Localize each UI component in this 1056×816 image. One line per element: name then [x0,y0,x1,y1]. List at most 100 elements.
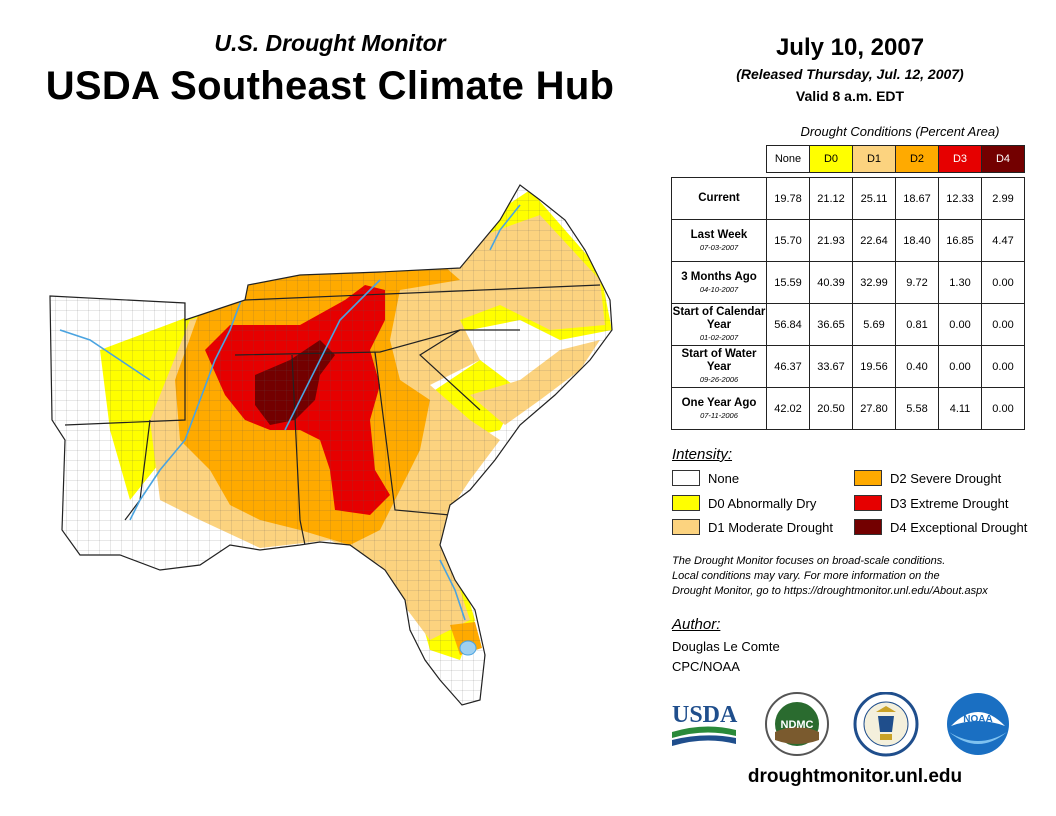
legend-label: D1 Moderate Drought [708,519,834,535]
legend-item-d4: D4 Exceptional Drought [854,519,1027,535]
legend-title: Intensity: [672,446,733,463]
usda-logo: USDA [672,702,738,746]
cell: 22.64 [852,219,896,262]
cell: 0.40 [895,345,939,388]
cell: 33.67 [809,345,853,388]
table-header-row: None D0 D1 D2 D3 D4 [672,145,1025,173]
cell: 15.70 [766,219,810,262]
svg-text:NOAA: NOAA [963,714,992,725]
table-corner [672,146,767,173]
legend-item-d2: D2 Severe Drought [854,470,1001,486]
cell: 0.00 [938,345,982,388]
legend-label: D0 Abnormally Dry [708,495,817,511]
cell: 18.67 [895,177,939,220]
ndmc-logo: NDMC [765,692,829,756]
noaa-logo: NOAA [947,693,1009,755]
col-none: None [766,145,810,173]
author-title: Author: [672,616,721,633]
cell: 19.78 [766,177,810,220]
cell: 16.85 [938,219,982,262]
author-name: Douglas Le Comte [672,639,780,654]
cell: 21.12 [809,177,853,220]
table-row: One Year Ago 07-11-2006 42.02 20.50 27.80… [671,387,1025,430]
cell: 0.00 [938,303,982,346]
cell: 19.56 [852,345,896,388]
cell: 0.00 [981,261,1025,304]
author-org: CPC/NOAA [672,659,740,674]
map-title: USDA Southeast Climate Hub [45,64,615,108]
rivers [59,204,521,621]
cell: 0.00 [981,303,1025,346]
col-d1: D1 [852,145,896,173]
cell: 2.99 [981,177,1025,220]
cell: 5.58 [895,387,939,430]
cell: 40.39 [809,261,853,304]
cell: 25.11 [852,177,896,220]
cell: 0.00 [981,387,1025,430]
col-d4: D4 [981,145,1025,173]
cell: 32.99 [852,261,896,304]
row-label: 3 Months Ago 04-10-2007 [671,261,767,304]
author-block: Douglas Le Comte CPC/NOAA [672,637,780,677]
lake-okeechobee [459,640,477,656]
website-url[interactable]: droughtmonitor.unl.edu [747,766,963,787]
cell: 56.84 [766,303,810,346]
table-caption: Drought Conditions (Percent Area) [800,124,1000,139]
doc-seal-logo [853,692,919,757]
cell: 0.81 [895,303,939,346]
table-row: Current 19.78 21.12 25.11 18.67 12.33 2.… [671,177,1025,220]
cell: 36.65 [809,303,853,346]
table-row: Start of Water Year 09-26-2006 46.37 33.6… [671,345,1025,388]
cell: 9.72 [895,261,939,304]
legend-swatch [854,495,882,511]
disclaimer-note: The Drought Monitor focuses on broad-sca… [672,555,988,597]
cell: 5.69 [852,303,896,346]
cell: 21.93 [809,219,853,262]
legend-swatch [672,495,700,511]
table-row: Start of Calendar Year 01-02-2007 56.84 3… [671,303,1025,346]
region-outline [49,184,613,706]
county-grid [50,185,612,705]
row-label: Start of Calendar Year 01-02-2007 [671,303,767,346]
legend-label: None [708,470,740,486]
cell: 0.00 [981,345,1025,388]
svg-text:USDA: USDA [672,702,738,728]
cell: 4.47 [981,219,1025,262]
table-row: Last Week 07-03-2007 15.70 21.93 22.64 18… [671,219,1025,262]
cell: 42.02 [766,387,810,430]
col-d2: D2 [895,145,939,173]
cell: 20.50 [809,387,853,430]
drought-conditions-table: None D0 D1 D2 D3 D4 Current 19.78 21.12 … [671,145,1025,430]
col-d0: D0 [809,145,853,173]
legend-swatch [854,470,882,486]
legend-item-d3: D3 Extreme Drought [854,495,1009,511]
legend-item-d0: D0 Abnormally Dry [672,495,816,511]
legend-swatch [854,519,882,535]
drought-map [49,184,613,706]
valid-time: Valid 8 a.m. EDT [795,88,905,104]
row-label: One Year Ago 07-11-2006 [671,387,767,430]
row-label: Start of Water Year 09-26-2006 [671,345,767,388]
cell: 46.37 [766,345,810,388]
cell: 1.30 [938,261,982,304]
cell: 15.59 [766,261,810,304]
cell: 27.80 [852,387,896,430]
row-label: Last Week 07-03-2007 [671,219,767,262]
release-date: (Released Thursday, Jul. 12, 2007) [736,66,964,82]
col-d3: D3 [938,145,982,173]
legend-item-none: None [672,470,739,486]
map-subtitle: U.S. Drought Monitor [214,30,446,56]
legend-label: D2 Severe Drought [890,470,1002,486]
legend-label: D4 Exceptional Drought [890,519,1028,535]
legend-label: D3 Extreme Drought [890,495,1009,511]
cell: 12.33 [938,177,982,220]
svg-text:NDMC: NDMC [781,719,814,731]
legend-item-d1: D1 Moderate Drought [672,519,833,535]
map-date: July 10, 2007 [775,34,925,61]
cell: 4.11 [938,387,982,430]
legend-swatch [672,519,700,535]
table-row: 3 Months Ago 04-10-2007 15.59 40.39 32.99… [671,261,1025,304]
cell: 18.40 [895,219,939,262]
legend-swatch [672,470,700,486]
row-label: Current [671,177,767,220]
